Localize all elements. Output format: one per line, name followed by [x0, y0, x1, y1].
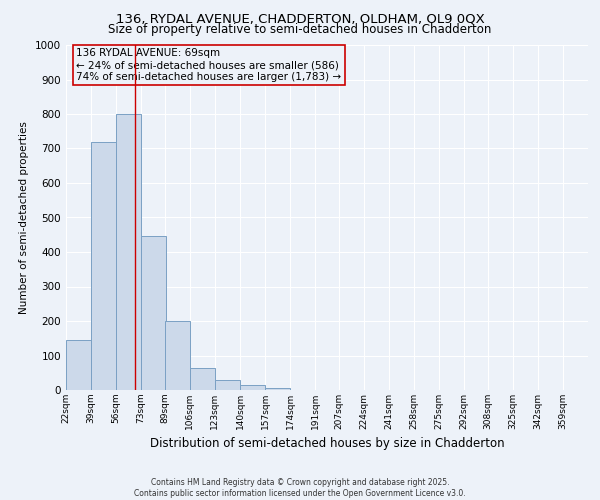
Bar — [141, 236, 166, 390]
Bar — [265, 388, 290, 390]
Text: Size of property relative to semi-detached houses in Chadderton: Size of property relative to semi-detach… — [109, 22, 491, 36]
Bar — [91, 142, 116, 390]
Bar — [190, 368, 215, 390]
Text: 136, RYDAL AVENUE, CHADDERTON, OLDHAM, OL9 0QX: 136, RYDAL AVENUE, CHADDERTON, OLDHAM, O… — [116, 12, 484, 26]
X-axis label: Distribution of semi-detached houses by size in Chadderton: Distribution of semi-detached houses by … — [149, 438, 505, 450]
Bar — [66, 340, 91, 390]
Bar — [240, 385, 265, 390]
Y-axis label: Number of semi-detached properties: Number of semi-detached properties — [19, 121, 29, 314]
Text: Contains HM Land Registry data © Crown copyright and database right 2025.
Contai: Contains HM Land Registry data © Crown c… — [134, 478, 466, 498]
Bar — [165, 321, 190, 390]
Text: 136 RYDAL AVENUE: 69sqm
← 24% of semi-detached houses are smaller (586)
74% of s: 136 RYDAL AVENUE: 69sqm ← 24% of semi-de… — [76, 48, 341, 82]
Bar — [215, 380, 240, 390]
Bar — [116, 114, 141, 390]
